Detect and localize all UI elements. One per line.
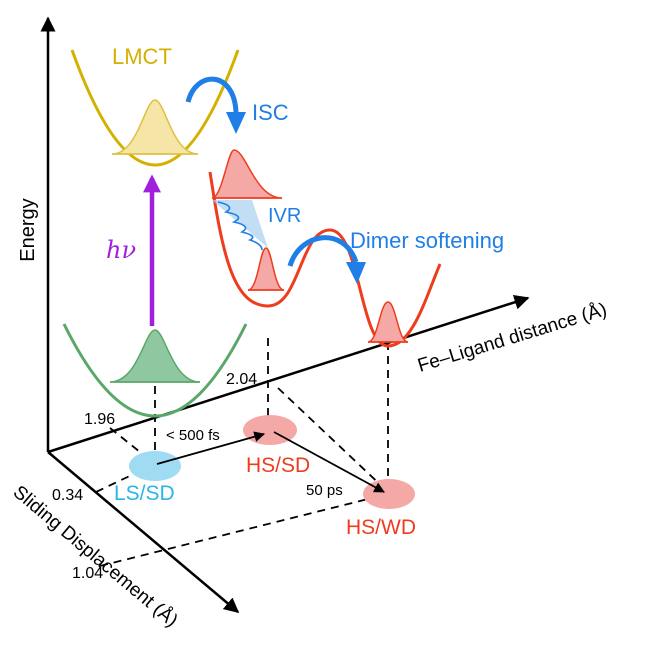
fe-ligand-axis (47, 294, 530, 454)
ivr-label: IVR (268, 205, 301, 227)
tick-1-04: 1.04 (72, 565, 103, 582)
ls-sd-spot (129, 451, 181, 481)
tick-1-96: 1.96 (84, 411, 115, 428)
dimer-softening-label: Dimer softening (350, 228, 504, 253)
time-label-50ps: 50 ps (306, 482, 343, 499)
tick-0-34: 0.34 (52, 487, 83, 504)
energy-axis-label: Energy (17, 198, 39, 261)
lmct-curve (70, 49, 240, 167)
hs-wd-wavepacket (367, 301, 409, 343)
hs-wd-spot (363, 479, 415, 509)
time-label-500fs: < 500 fs (166, 427, 220, 444)
dimer-softening-arrow (287, 235, 366, 284)
lmct-label: LMCT (112, 44, 172, 69)
fe-ligand-axis-label: Fe–Ligand distance (Å) (415, 299, 609, 377)
transition-arrow-2 (273, 431, 385, 493)
tick-2-04: 2.04 (226, 371, 257, 388)
hs-sd-label: HS/SD (246, 454, 310, 477)
hs-sd-wavepacket (247, 247, 285, 291)
ivr-relaxation (212, 200, 268, 251)
hs-hot-wavepacket (211, 149, 283, 199)
hv-label: hν (106, 236, 136, 264)
isc-label: ISC (252, 100, 289, 125)
sliding-axis (47, 451, 240, 613)
transition-arrow-1 (156, 431, 266, 465)
ls-ground-state-curve (62, 323, 248, 418)
ls-sd-label: LS/SD (114, 482, 175, 505)
isc-arrow (185, 76, 246, 134)
hs-wd-label: HS/WD (346, 516, 416, 539)
